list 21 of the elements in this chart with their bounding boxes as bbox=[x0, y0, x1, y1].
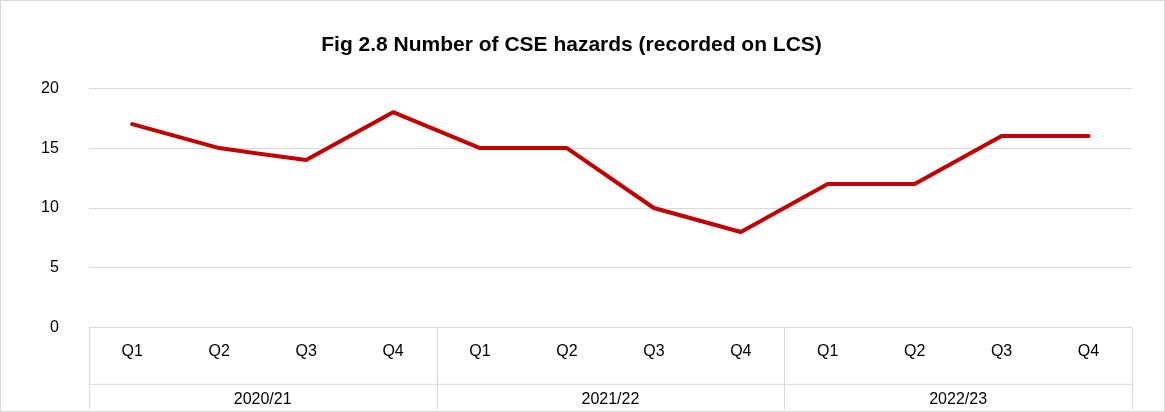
x-tick-label: Q3 bbox=[643, 341, 665, 359]
x-tick-label: Q3 bbox=[295, 341, 317, 359]
x-tick-label: Q4 bbox=[730, 341, 752, 359]
y-tick-label: 5 bbox=[49, 258, 59, 276]
y-tick-label: 20 bbox=[41, 78, 59, 96]
text: 2020/21 bbox=[233, 390, 292, 408]
x-tick-label: Q2 bbox=[903, 341, 926, 359]
x-tick-label: Q1 bbox=[469, 341, 491, 359]
y-tick-label: 0 bbox=[49, 318, 59, 336]
text: 2021/22 bbox=[581, 390, 640, 408]
x-tick-label: Q4 bbox=[382, 341, 404, 359]
x-tick-label: Q1 bbox=[121, 341, 144, 359]
x-tick-label: Q2 bbox=[208, 341, 230, 359]
x-tick-label: Q2 bbox=[556, 341, 578, 359]
x-tick-label: Q3 bbox=[990, 341, 1013, 359]
text: 2022/23 bbox=[929, 390, 988, 408]
y-tick-label: 15 bbox=[41, 138, 59, 156]
x-tick-label: Q4 bbox=[1077, 341, 1100, 359]
y-tick-label: 10 bbox=[41, 198, 59, 216]
chart-title: Fig 2.8 Number of CSE hazards (recorded on LCS) bbox=[321, 32, 822, 56]
x-tick-label: Q1 bbox=[817, 341, 839, 359]
